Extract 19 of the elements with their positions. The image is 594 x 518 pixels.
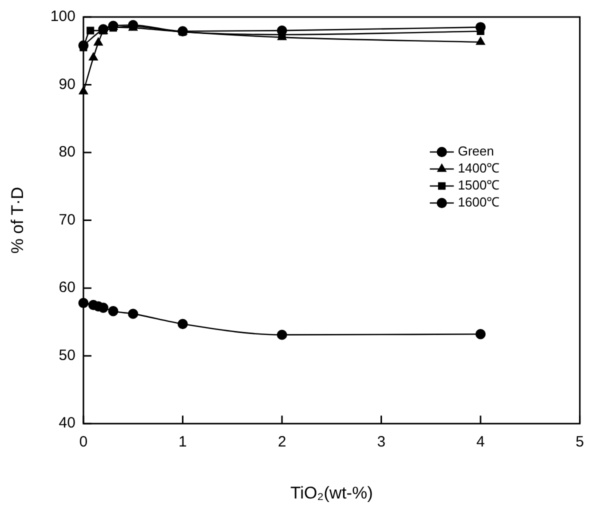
y-tick-label: 40 xyxy=(58,414,76,432)
x-tick-label: 1 xyxy=(178,434,187,451)
legend-label: 1400℃ xyxy=(458,160,500,176)
legend-label: Green xyxy=(458,144,494,159)
x-tick-label: 4 xyxy=(476,434,485,451)
legend-label: 1500℃ xyxy=(458,178,500,193)
y-tick-label: 70 xyxy=(58,211,76,228)
y-tick-label: 80 xyxy=(58,144,76,161)
x-tick-label: 0 xyxy=(79,434,88,451)
x-axis-title: TiO₂(wt-%) xyxy=(290,483,373,502)
legend-label: 1600℃ xyxy=(458,194,500,210)
y-tick-label: 50 xyxy=(58,346,76,364)
x-tick-label: 5 xyxy=(576,434,584,451)
x-tick-label: 2 xyxy=(278,434,286,451)
y-axis-title: % of T·D xyxy=(8,186,27,254)
y-tick-label: 100 xyxy=(50,8,76,26)
y-tick-label: 60 xyxy=(58,279,76,296)
y-tick-label: 90 xyxy=(58,76,76,93)
x-tick-label: 3 xyxy=(377,434,386,451)
